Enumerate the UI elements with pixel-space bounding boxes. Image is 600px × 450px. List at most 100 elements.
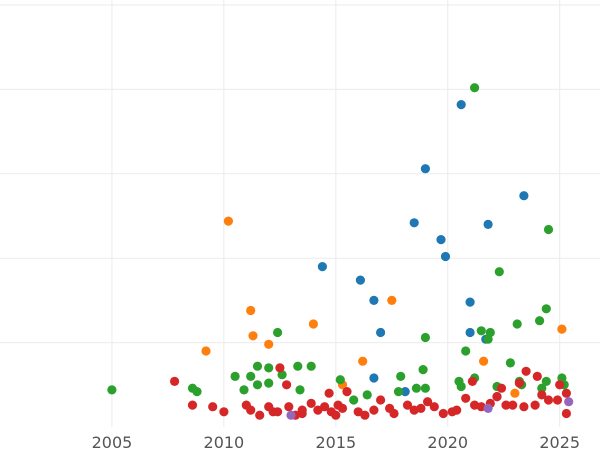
scatter-point <box>555 380 565 390</box>
scatter-point <box>282 380 292 390</box>
scatter-point <box>483 219 493 229</box>
scatter-point <box>187 400 198 410</box>
x-tick-label: 2005 <box>92 433 133 450</box>
x-tick-label: 2015 <box>315 433 356 450</box>
scatter-point <box>308 319 318 329</box>
scatter-point <box>293 361 303 371</box>
scatter-point <box>461 346 471 356</box>
scatter-point <box>360 410 370 420</box>
scatter-point <box>508 400 518 410</box>
scatter-point <box>418 365 428 375</box>
scatter-point <box>297 408 307 419</box>
scatter-point <box>452 405 462 415</box>
scatter-point <box>284 402 294 412</box>
scatter-point <box>467 376 477 386</box>
scatter-point <box>537 390 547 400</box>
x-tick-labels: 2005 2010 2015 2020 2025 <box>92 433 580 450</box>
scatter-point <box>402 400 413 410</box>
scatter-point <box>541 304 551 314</box>
scatter-point <box>324 388 334 398</box>
x-tick-label: 2010 <box>204 433 245 450</box>
scatter-point <box>389 408 399 419</box>
scatter-point <box>376 327 386 338</box>
grid-layer <box>0 0 600 427</box>
scatter-point <box>483 403 493 413</box>
scatter-point <box>264 363 274 373</box>
x-tick-label: 2020 <box>427 433 468 450</box>
scatter-point <box>456 381 466 392</box>
scatter-point <box>273 327 283 338</box>
scatter-point <box>479 356 489 366</box>
scatter-point <box>543 395 554 405</box>
scatter-point <box>317 262 327 272</box>
points-layer <box>107 83 574 420</box>
scatter-point <box>306 398 316 408</box>
scatter-point <box>461 393 471 403</box>
scatter-point <box>429 402 439 412</box>
scatter-point <box>561 388 572 398</box>
scatter-point <box>456 100 466 110</box>
scatter-point <box>369 405 379 415</box>
scatter-point <box>369 373 379 383</box>
scatter-point <box>252 380 263 390</box>
scatter-point <box>420 332 430 343</box>
scatter-point <box>239 385 249 395</box>
scatter-point <box>248 331 258 341</box>
scatter-point <box>521 366 531 376</box>
scatter-point <box>552 395 563 405</box>
scatter-point <box>510 388 520 398</box>
scatter-point <box>331 410 341 420</box>
scatter-point <box>252 361 263 371</box>
scatter-point <box>496 383 507 393</box>
scatter-point <box>255 410 265 420</box>
scatter-point <box>492 392 502 402</box>
scatter-point <box>369 295 379 305</box>
scatter-point <box>519 402 529 412</box>
scatter-point <box>320 402 330 412</box>
scatter-point <box>396 371 406 381</box>
scatter-point <box>306 361 316 371</box>
scatter-point <box>362 390 372 400</box>
scatter-point <box>335 375 345 385</box>
scatter-point <box>286 410 296 420</box>
scatter-point <box>423 397 433 407</box>
scatter-point <box>355 275 365 285</box>
scatter-point <box>170 376 180 386</box>
scatter-point <box>465 327 475 338</box>
scatter-point <box>476 326 486 336</box>
scatter-point <box>512 319 522 329</box>
scatter-point <box>505 358 515 368</box>
scatter-point <box>409 218 419 228</box>
scatter-point <box>219 407 229 417</box>
scatter-point <box>420 383 430 393</box>
scatter-point <box>342 387 352 397</box>
scatter-point <box>376 395 386 405</box>
scatter-point <box>192 387 202 397</box>
scatter-point <box>264 339 274 349</box>
scatter-point <box>230 371 240 381</box>
scatter-point <box>532 371 542 381</box>
scatter-point <box>440 251 451 262</box>
scatter-point <box>400 387 410 397</box>
scatter-point <box>501 400 511 410</box>
scatter-point <box>438 408 448 419</box>
scatter-point <box>561 408 572 419</box>
scatter-point <box>530 400 540 410</box>
scatter-point <box>273 407 283 417</box>
scatter-point <box>246 371 256 381</box>
scatter-point <box>514 378 525 388</box>
scatter-point <box>201 346 211 356</box>
scatter-point <box>358 356 368 366</box>
scatter-point <box>541 376 551 386</box>
scatter-point <box>246 405 256 415</box>
scatter-point <box>107 385 117 395</box>
scatter-point <box>387 295 397 305</box>
scatter-point <box>275 363 285 373</box>
scatter-point <box>537 383 547 393</box>
scatter-point <box>519 191 529 201</box>
x-tick-label: 2025 <box>539 433 580 450</box>
scatter-point <box>264 378 274 388</box>
scatter-point <box>246 305 256 316</box>
scatter-point <box>465 297 475 307</box>
